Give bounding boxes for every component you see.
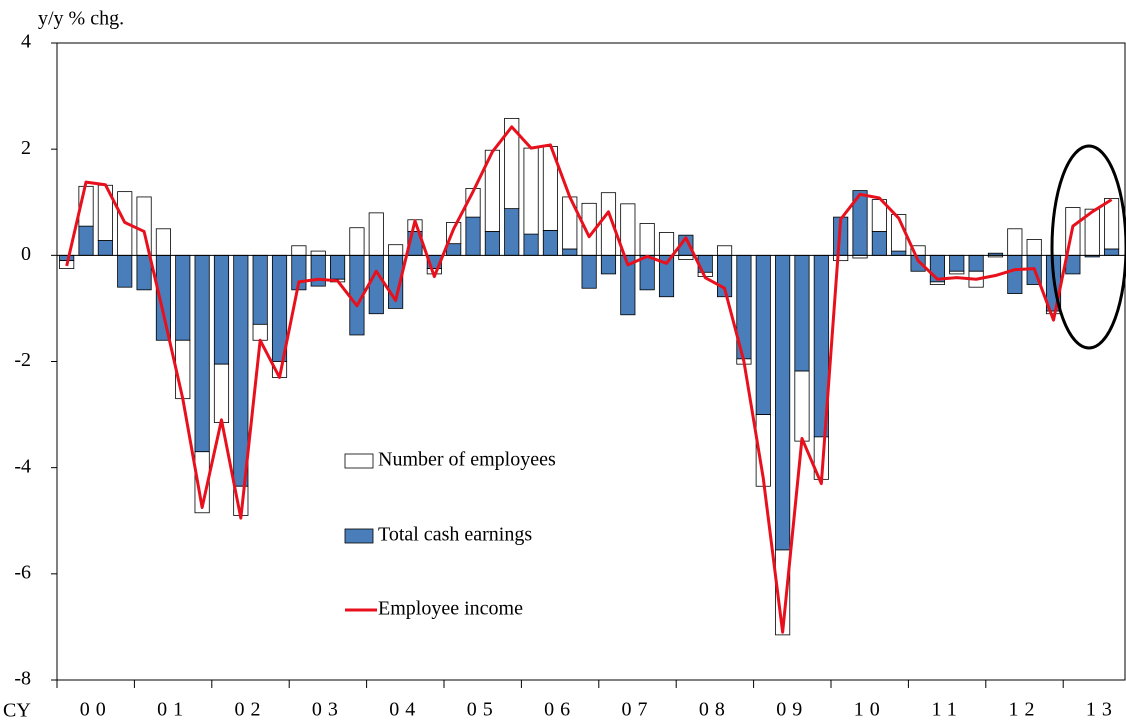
- bar: [291, 245, 307, 256]
- bar: [78, 225, 94, 256]
- bar: [794, 370, 810, 442]
- bar: [155, 228, 171, 256]
- x-tick-label: 11: [931, 699, 962, 721]
- bar: [97, 240, 113, 256]
- y-tick-label: -6: [14, 561, 31, 583]
- bar: [755, 254, 771, 415]
- bar: [562, 248, 578, 256]
- legend-label: Total cash earnings: [378, 524, 532, 546]
- bar: [117, 254, 133, 288]
- bar: [504, 117, 520, 210]
- bar: [871, 231, 887, 256]
- bar: [233, 254, 249, 487]
- x-tick-label: 02: [235, 699, 267, 721]
- bar: [639, 254, 655, 291]
- x-tick-label: 07: [622, 699, 654, 721]
- bar: [639, 223, 655, 256]
- bar: [949, 254, 965, 272]
- bar: [581, 254, 597, 289]
- bar: [252, 323, 268, 341]
- y-axis-label: y/y % chg.: [38, 8, 124, 30]
- bar: [678, 254, 694, 260]
- bar: [542, 229, 558, 256]
- bar: [833, 254, 849, 262]
- bar: [446, 243, 462, 256]
- x-tick-label: 03: [312, 699, 344, 721]
- bar: [929, 281, 945, 285]
- bar: [1104, 248, 1120, 256]
- bar: [213, 363, 230, 423]
- bar: [136, 254, 152, 291]
- y-tick-label: -2: [14, 349, 31, 371]
- bar: [213, 254, 230, 365]
- x-tick-label: 08: [699, 699, 731, 721]
- x-tick-label: 00: [80, 699, 112, 721]
- bar: [194, 254, 210, 453]
- line: [65, 125, 1113, 634]
- y-tick-label: -4: [14, 455, 31, 477]
- x-tick-label: 12: [1009, 699, 1041, 721]
- bar: [1007, 228, 1023, 256]
- bar: [504, 208, 520, 256]
- x-axis-label: CY: [3, 700, 31, 722]
- bar: [600, 254, 617, 275]
- bar: [175, 339, 191, 400]
- x-tick-label: 01: [157, 699, 189, 721]
- bar: [368, 212, 384, 256]
- bar: [1065, 254, 1081, 275]
- y-tick-label: 4: [21, 31, 31, 53]
- bar: [465, 216, 481, 256]
- bar: [349, 227, 365, 256]
- legend-swatch: [344, 528, 374, 544]
- bar: [368, 254, 384, 315]
- x-tick-label: 10: [854, 699, 886, 721]
- x-tick-label: 05: [467, 699, 499, 721]
- bar: [523, 147, 539, 235]
- x-tick-label: 09: [776, 699, 808, 721]
- bar: [388, 244, 404, 256]
- bar: [175, 254, 191, 341]
- highlight-ellipse: [1050, 144, 1126, 350]
- legend-label: Employee income: [378, 598, 523, 620]
- bar: [891, 250, 907, 256]
- x-tick-label: 13: [1086, 699, 1118, 721]
- bar: [1007, 254, 1023, 294]
- bar: [775, 254, 791, 551]
- y-tick-label: -8: [14, 668, 31, 690]
- bar: [717, 245, 733, 256]
- bar: [484, 231, 500, 256]
- y-tick-label: 2: [21, 137, 31, 159]
- bar: [252, 254, 268, 325]
- y-tick-label: 0: [21, 243, 31, 265]
- x-tick-label: 06: [544, 699, 576, 721]
- x-tick-label: 04: [389, 699, 421, 721]
- bar: [794, 254, 810, 372]
- bar: [523, 233, 539, 256]
- bar: [310, 254, 326, 287]
- bar: [330, 254, 346, 280]
- bar: [1026, 239, 1042, 256]
- bar: [658, 232, 675, 256]
- bar: [310, 250, 326, 256]
- legend-swatch: [344, 453, 374, 469]
- bar: [949, 270, 965, 275]
- bar: [968, 254, 984, 272]
- legend-label: Number of employees: [378, 449, 556, 471]
- bar: [1104, 198, 1120, 250]
